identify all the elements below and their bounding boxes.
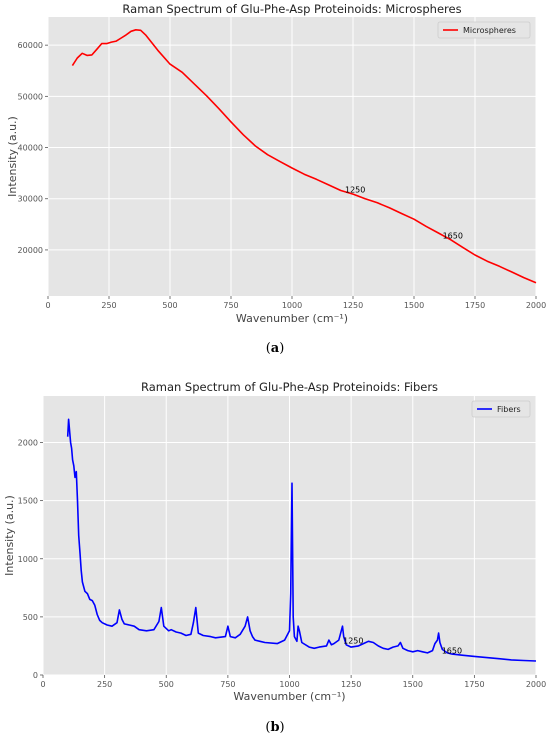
y-axis-label-microspheres: Intensity (a.u.)	[6, 116, 19, 197]
caption-a: (a)	[266, 341, 285, 356]
x-tick-label: 0	[40, 680, 45, 689]
legend-label: Fibers	[497, 405, 521, 414]
x-tick-label: 1250	[341, 680, 361, 689]
x-tick-label: 750	[220, 680, 235, 689]
annotations-microspheres: 1250 1650	[345, 186, 463, 241]
legend-microspheres: Microspheres	[437, 21, 531, 39]
caption-b: (b)	[265, 720, 284, 735]
caption-a-letter: a	[271, 341, 280, 356]
x-tick-label: 1000	[282, 301, 302, 310]
x-tick-label: 750	[223, 301, 238, 310]
y-tick-label: 20000	[18, 246, 43, 255]
y-tick-label: 1000	[18, 555, 38, 564]
x-tick-label: 1750	[465, 301, 485, 310]
peak-annotation: 1250	[343, 637, 363, 646]
x-tick-label: 2000	[526, 301, 546, 310]
x-tick-label: 1500	[404, 301, 424, 310]
x-tick-label: 1750	[464, 680, 484, 689]
y-tick-label: 2000	[18, 439, 38, 448]
x-axis-label-microspheres: Wavenumber (cm⁻¹)	[236, 312, 348, 325]
chart-fibers: 0 250 500 750 1000 1250 1500 1750 2000 0 500 1000 15…	[3, 380, 546, 735]
x-tick-label: 500	[162, 301, 177, 310]
y-axis-label-fibers: Intensity (a.u.)	[3, 495, 16, 576]
legend-box	[437, 21, 531, 39]
series-microspheres	[71, 28, 537, 284]
legend-fibers: Fibers	[471, 400, 531, 418]
series-line-microspheres	[71, 28, 537, 284]
peak-annotation: 1650	[442, 646, 462, 655]
chart-title-microspheres: Raman Spectrum of Glu-Phe-Asp Proteinoid…	[122, 2, 461, 16]
annotations-fibers: 1250 1650	[343, 637, 462, 656]
x-tick-label: 1000	[279, 680, 299, 689]
series-fibers	[66, 418, 537, 662]
x-tick-label: 2000	[526, 680, 546, 689]
x-tick-label: 500	[159, 680, 174, 689]
peak-annotation: 1650	[443, 232, 463, 241]
ticks-microspheres: 0 250 500 750 1000 1250 1500 1750 2000 20000 30000…	[18, 41, 547, 310]
y-tick-label: 30000	[18, 195, 43, 204]
y-tick-label: 1500	[18, 497, 38, 506]
x-tick-label: 250	[101, 301, 116, 310]
chart-microspheres: 0 250 500 750 1000 1250 1500 1750 2000 20000 30000…	[6, 2, 546, 356]
chart-title-fibers: Raman Spectrum of Glu-Phe-Asp Proteinoid…	[141, 380, 438, 394]
legend-label: Microspheres	[463, 26, 516, 35]
y-tick-label: 50000	[18, 92, 43, 101]
peak-annotation: 1250	[345, 186, 365, 195]
y-tick-label: 500	[23, 613, 38, 622]
x-tick-label: 250	[97, 680, 112, 689]
y-tick-label: 0	[33, 671, 38, 680]
x-axis-label-fibers: Wavenumber (cm⁻¹)	[233, 690, 345, 703]
series-line-fibers	[66, 418, 537, 662]
ticks-fibers: 0 250 500 750 1000 1250 1500 1750 2000 0 500 1000 15…	[18, 439, 547, 690]
x-tick-label: 0	[45, 301, 50, 310]
x-tick-label: 1500	[403, 680, 423, 689]
x-tick-label: 1250	[343, 301, 363, 310]
legend-box	[471, 400, 531, 418]
caption-b-letter: b	[270, 720, 279, 735]
y-tick-label: 40000	[18, 144, 43, 153]
y-tick-label: 60000	[18, 41, 43, 50]
